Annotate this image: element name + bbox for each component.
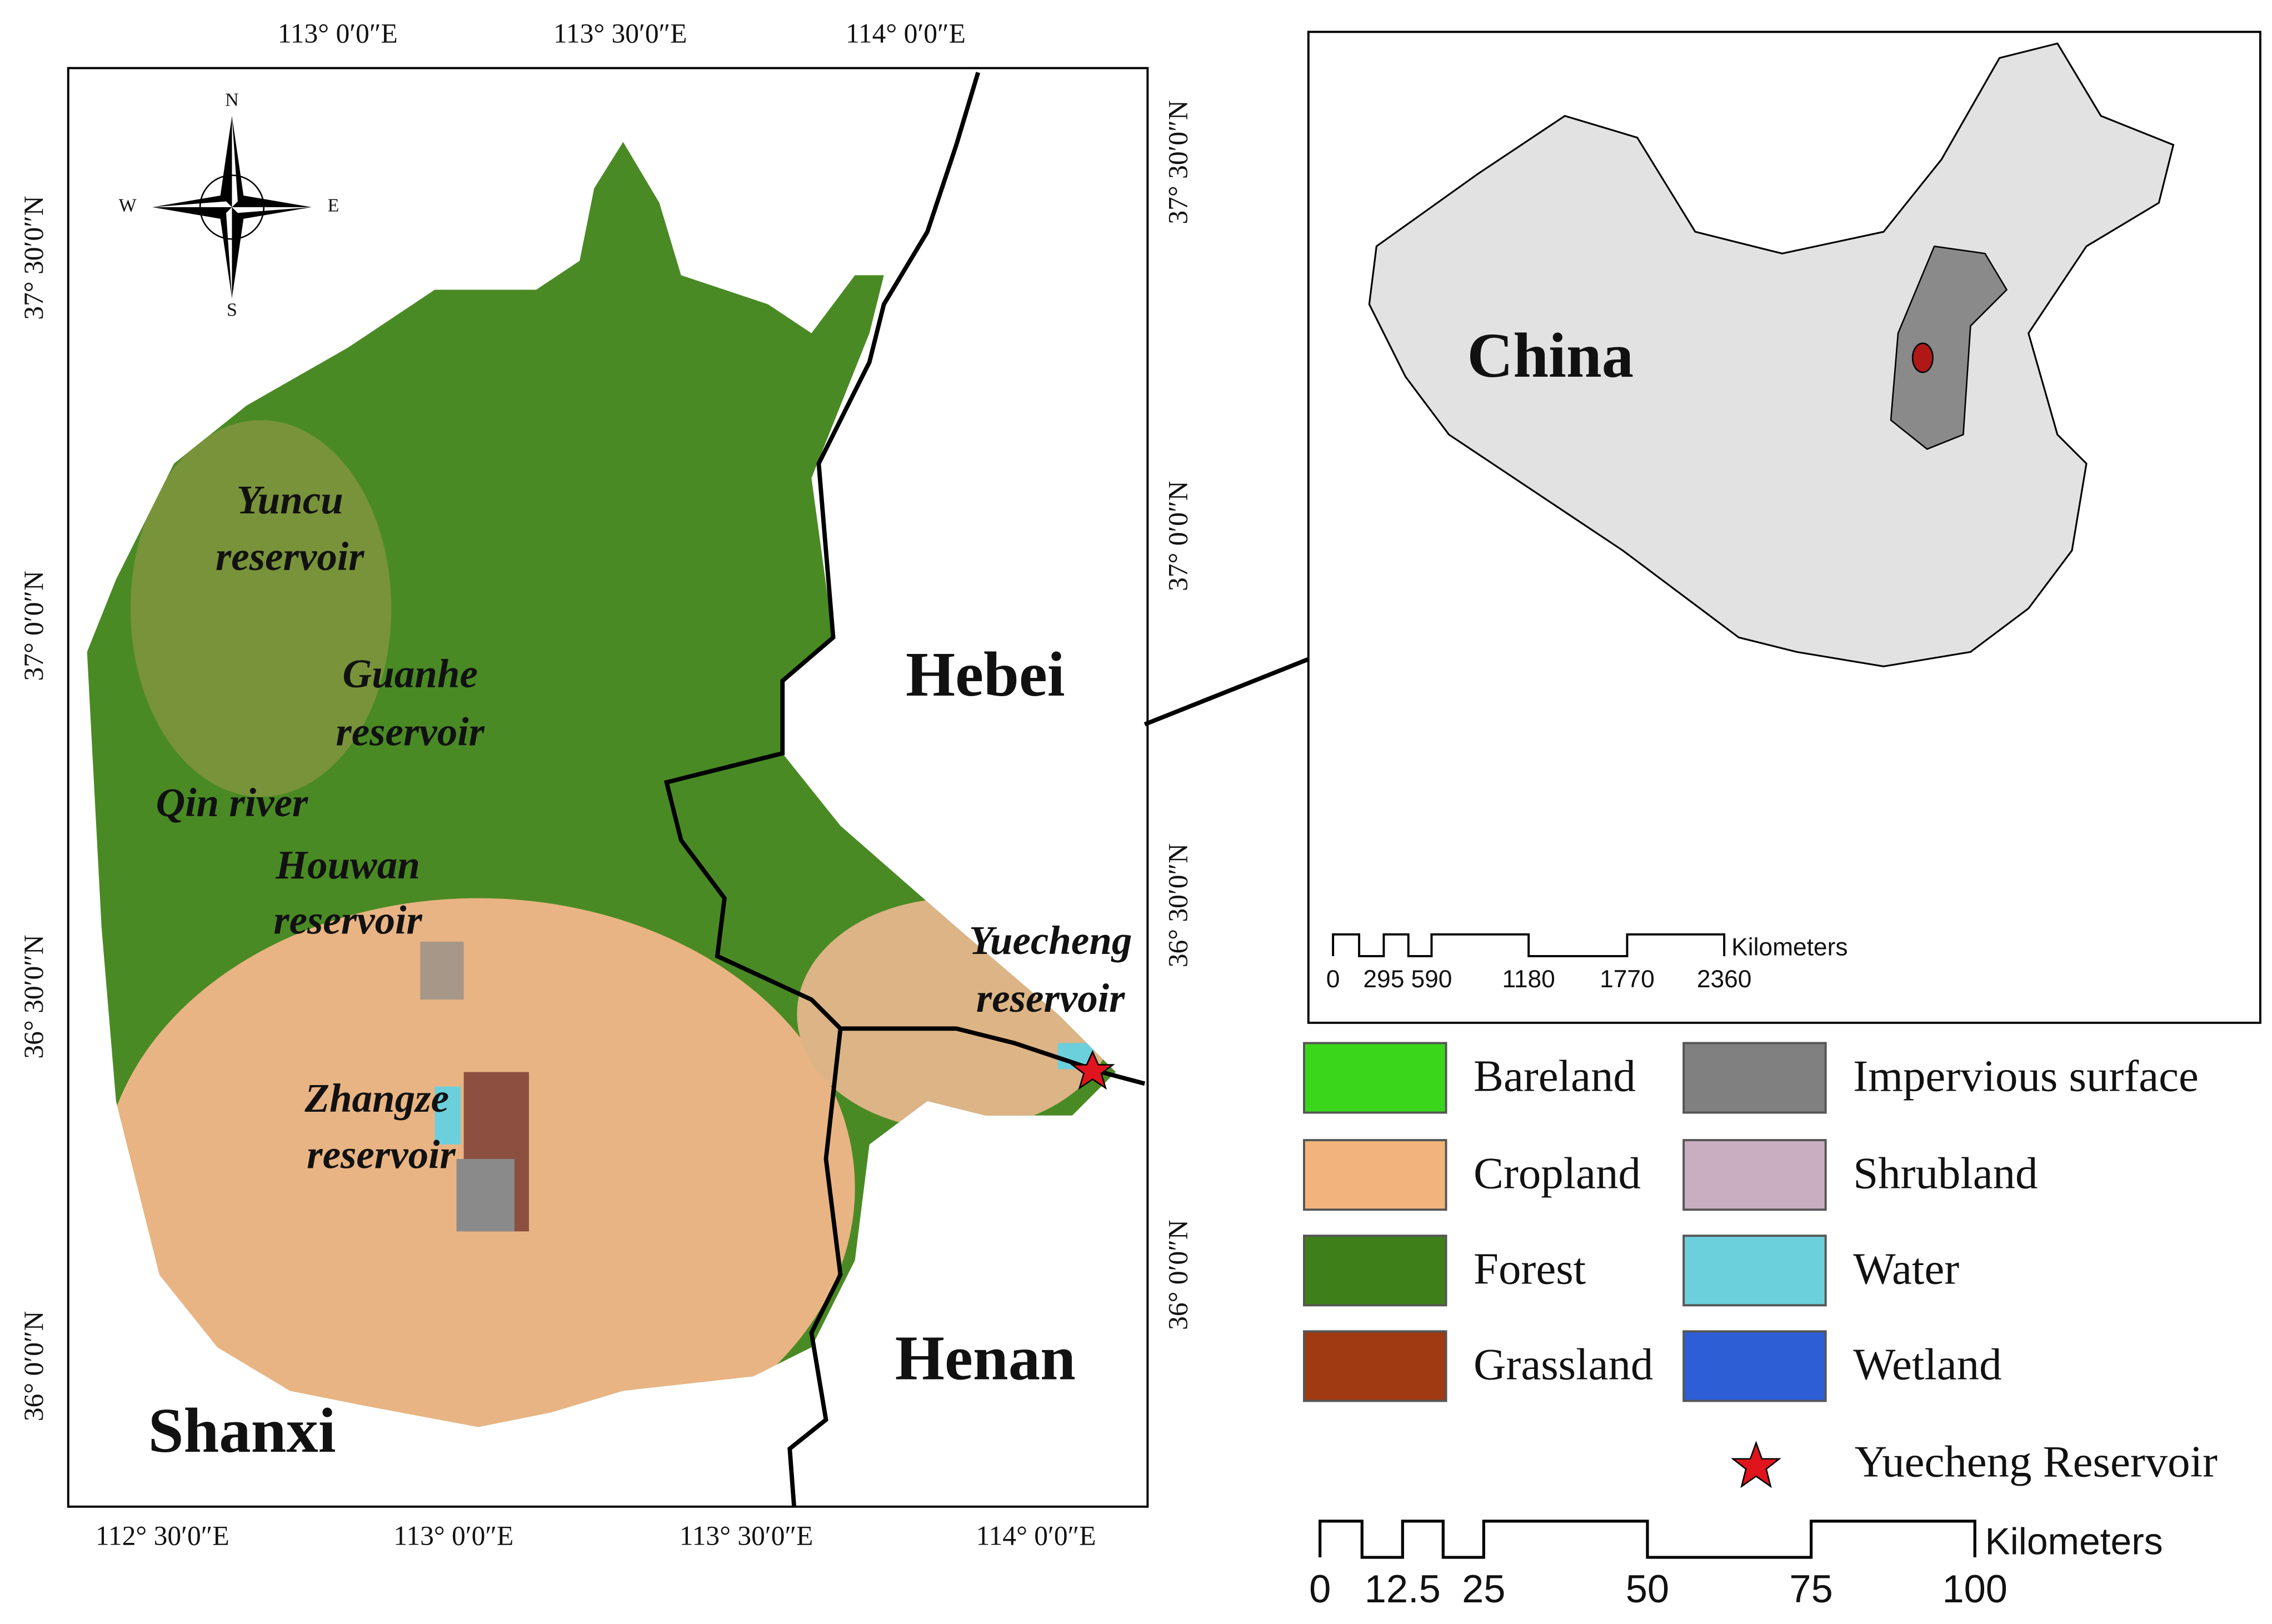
province-border [663,72,1146,1086]
lat-label: 37° 30′0″N [18,196,49,320]
legend-swatch [1682,1330,1827,1402]
lat-label: 36° 0′0″N [18,1311,49,1422]
lat-label: 37° 30′0″N [1163,100,1194,224]
legend-label: Shrubland [1853,1148,2038,1198]
legend-swatch [1303,1235,1447,1307]
scale-label: 1770 [1600,966,1655,993]
scale-label: 1180 [1502,966,1555,993]
scale-label: 75 [1789,1567,1832,1611]
scale-unit: Kilometers [1731,934,1847,961]
compass-label: S [227,299,237,320]
lon-label: 113° 0′0″E [278,18,398,49]
legend-label: Water [1853,1245,1959,1294]
lat-label: 37° 0′0″N [1163,481,1194,592]
place-label: reservoir [336,709,485,754]
compass-label: N [225,89,238,110]
place-label: Guanhe [342,651,477,696]
province-label: Henan [895,1323,1076,1393]
scale-label: 12.5 [1365,1567,1441,1611]
highlighted-region [1890,245,2008,450]
legend-label: Cropland [1474,1148,1641,1198]
legend-label: Wetland [1853,1340,2001,1390]
place-label: Yuncu [237,477,343,522]
place-label: Zhangze [304,1076,449,1121]
legend-swatch [1303,1139,1447,1211]
place-label: reservoir [216,534,364,579]
scale-label: 0 [1309,1567,1331,1611]
place-label: reservoir [307,1132,456,1177]
province-border [787,1028,843,1507]
place-label: Qin river [156,780,308,825]
legend: Bareland Cropland Forest Grassland Imperviou… [1303,1042,2199,1402]
scale-label: 295 [1363,966,1404,993]
legend-swatch [1682,1235,1827,1307]
scale-unit: Kilometers [1985,1521,2163,1562]
lat-label: 36° 30′0″N [18,935,49,1058]
province-label: Shanxi [148,1395,336,1466]
study-area [1911,342,1934,373]
lat-label: 37° 0′0″N [18,571,49,681]
lat-label: 36° 30′0″N [1163,843,1194,967]
legend-swatch [1303,1330,1447,1402]
legend-swatch [1682,1139,1827,1211]
compass: N S E W [119,89,339,320]
place-label: reservoir [273,897,422,942]
lon-label: 113° 0′0″E [393,1521,513,1551]
lon-label: 113° 30′0″E [680,1521,813,1551]
inset-title: China [1467,320,1634,391]
legend-label: Bareland [1474,1052,1636,1101]
place-label: Houwan [275,842,420,887]
legend-swatch [1682,1042,1827,1114]
scale-bar [1319,1520,1976,1559]
lon-label: 114° 0′0″E [976,1521,1096,1551]
legend-swatch [1303,1042,1447,1114]
legend-label: Forest [1474,1245,1586,1294]
scale-label: 0 [1326,966,1340,993]
scale-label: 590 [1411,966,1452,993]
lon-label: 113° 30′0″E [553,18,687,49]
legend-star [1730,1441,1782,1488]
china-outline [1368,42,2175,668]
compass-label: W [119,196,137,216]
compass-label: E [328,196,339,216]
scale-label: 100 [1943,1567,2008,1611]
legend-label: Grassland [1474,1340,1653,1390]
lat-label: 36° 0′0″N [1163,1220,1194,1330]
scale-bar [1332,933,1726,957]
province-label: Hebei [906,639,1065,709]
scale-label: 25 [1462,1567,1505,1611]
lon-label: 112° 30′0″E [96,1521,229,1551]
scale-label: 2360 [1697,966,1752,993]
legend-label: Yuecheng Reservoir [1855,1437,2218,1486]
lon-label: 114° 0′0″E [846,18,966,49]
place-label: Yuecheng [969,918,1132,963]
legend-label: Impervious surface [1853,1052,2199,1101]
reservoir-star [1070,1050,1115,1090]
scale-label: 50 [1626,1567,1669,1611]
place-label: reservoir [976,976,1125,1021]
